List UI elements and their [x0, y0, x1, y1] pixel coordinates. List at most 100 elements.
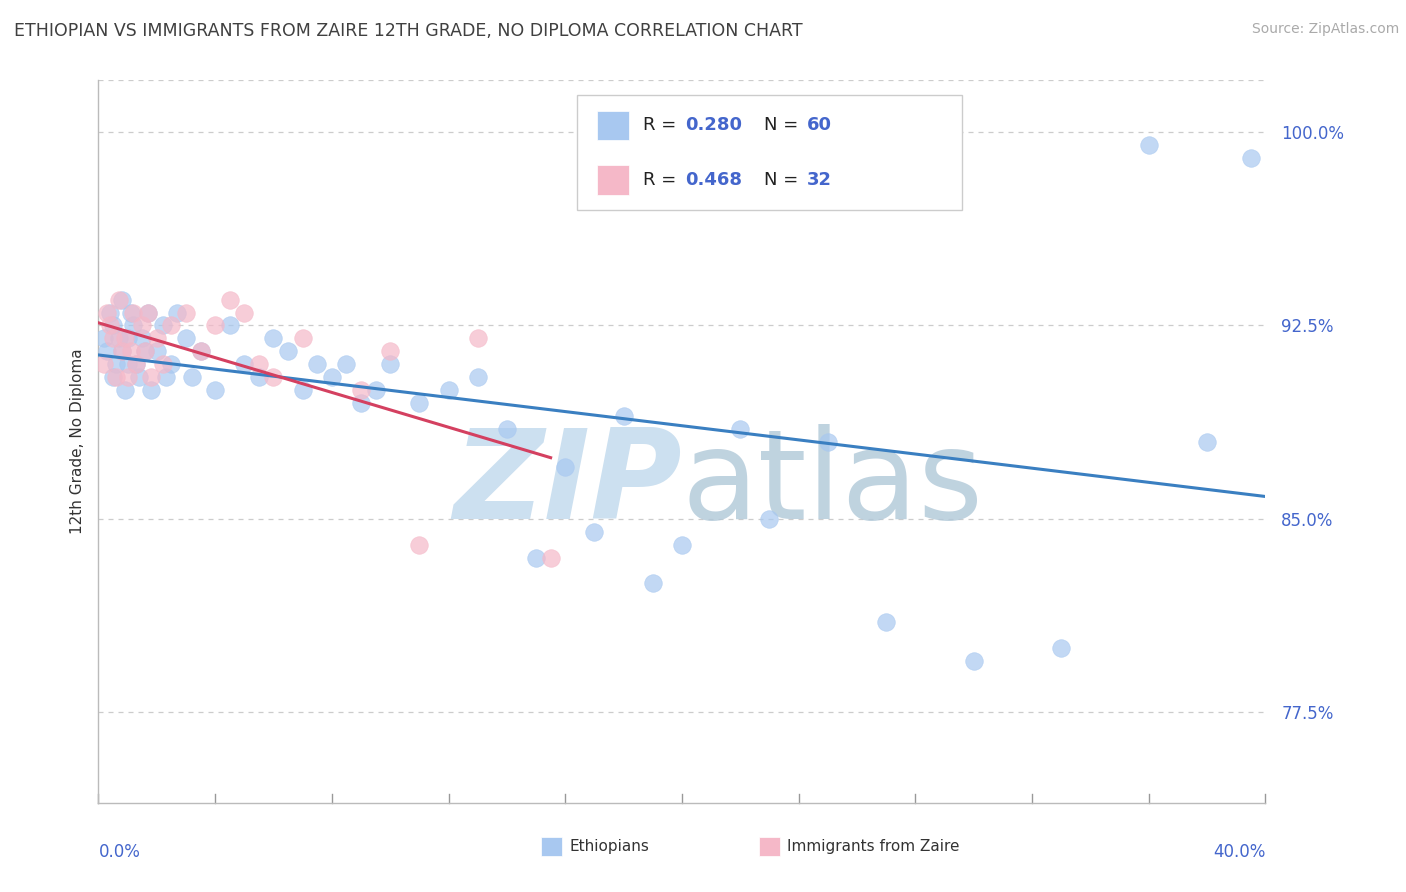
- Point: [96, 344, 118, 359]
- Point: [291, 383, 314, 397]
- Point: [380, 344, 402, 359]
- Point: [247, 370, 270, 384]
- Text: 0.468: 0.468: [685, 170, 742, 188]
- Point: [155, 370, 177, 384]
- Point: [380, 357, 402, 371]
- Point: [291, 331, 314, 345]
- Point: [114, 331, 136, 345]
- Point: [93, 331, 115, 345]
- Point: [190, 344, 212, 359]
- Text: Source: ZipAtlas.com: Source: ZipAtlas.com: [1251, 22, 1399, 37]
- Point: [817, 434, 839, 449]
- Point: [98, 305, 121, 319]
- Point: [166, 305, 188, 319]
- Point: [204, 383, 226, 397]
- Point: [125, 357, 148, 371]
- Text: Immigrants from Zaire: Immigrants from Zaire: [787, 839, 960, 854]
- Point: [136, 305, 159, 319]
- Point: [247, 357, 270, 371]
- Point: [114, 383, 136, 397]
- Point: [540, 550, 562, 565]
- Point: [101, 370, 124, 384]
- Point: [152, 318, 174, 333]
- Point: [101, 331, 124, 345]
- Point: [408, 538, 430, 552]
- FancyBboxPatch shape: [576, 95, 962, 211]
- Text: 60: 60: [807, 117, 832, 135]
- Point: [117, 331, 139, 345]
- Point: [108, 293, 131, 307]
- Text: 0.0%: 0.0%: [98, 843, 141, 861]
- Point: [174, 331, 197, 345]
- Point: [408, 396, 430, 410]
- Point: [277, 344, 299, 359]
- Point: [321, 370, 343, 384]
- Bar: [596, 165, 630, 194]
- Point: [1240, 151, 1263, 165]
- Point: [131, 318, 153, 333]
- Point: [120, 344, 142, 359]
- Point: [101, 318, 124, 333]
- Bar: [596, 111, 630, 140]
- Point: [350, 396, 373, 410]
- Point: [111, 293, 134, 307]
- Point: [134, 344, 156, 359]
- Point: [98, 318, 121, 333]
- Y-axis label: 12th Grade, No Diploma: 12th Grade, No Diploma: [69, 349, 84, 534]
- Point: [174, 305, 197, 319]
- Point: [93, 357, 115, 371]
- Point: [104, 357, 127, 371]
- Text: N =: N =: [763, 117, 804, 135]
- Point: [1197, 434, 1219, 449]
- Point: [962, 654, 984, 668]
- Point: [875, 615, 897, 629]
- Point: [131, 331, 153, 345]
- Point: [583, 524, 606, 539]
- Point: [160, 318, 183, 333]
- Point: [139, 370, 162, 384]
- Point: [233, 305, 256, 319]
- Point: [350, 383, 373, 397]
- Text: ZIP: ZIP: [453, 425, 682, 545]
- Point: [467, 331, 489, 345]
- Point: [122, 305, 145, 319]
- Point: [111, 344, 134, 359]
- Point: [364, 383, 387, 397]
- Point: [122, 318, 145, 333]
- Point: [263, 331, 285, 345]
- Point: [139, 383, 162, 397]
- Point: [671, 538, 693, 552]
- Point: [96, 305, 118, 319]
- Point: [613, 409, 636, 423]
- Point: [758, 512, 780, 526]
- Point: [1050, 640, 1073, 655]
- Point: [233, 357, 256, 371]
- Point: [152, 357, 174, 371]
- Point: [496, 422, 519, 436]
- Text: R =: R =: [644, 170, 682, 188]
- Point: [136, 305, 159, 319]
- Point: [160, 357, 183, 371]
- Point: [730, 422, 752, 436]
- Point: [467, 370, 489, 384]
- Point: [134, 344, 156, 359]
- Text: R =: R =: [644, 117, 682, 135]
- Point: [117, 370, 139, 384]
- Point: [524, 550, 547, 565]
- Point: [190, 344, 212, 359]
- Point: [307, 357, 329, 371]
- Text: 32: 32: [807, 170, 832, 188]
- Point: [128, 370, 150, 384]
- Text: Ethiopians: Ethiopians: [569, 839, 650, 854]
- Point: [117, 357, 139, 371]
- Point: [335, 357, 357, 371]
- Point: [108, 331, 131, 345]
- Point: [1137, 137, 1160, 152]
- Point: [218, 318, 240, 333]
- Point: [125, 357, 148, 371]
- Point: [104, 370, 127, 384]
- Point: [146, 331, 169, 345]
- Point: [180, 370, 202, 384]
- Point: [218, 293, 240, 307]
- Point: [641, 576, 664, 591]
